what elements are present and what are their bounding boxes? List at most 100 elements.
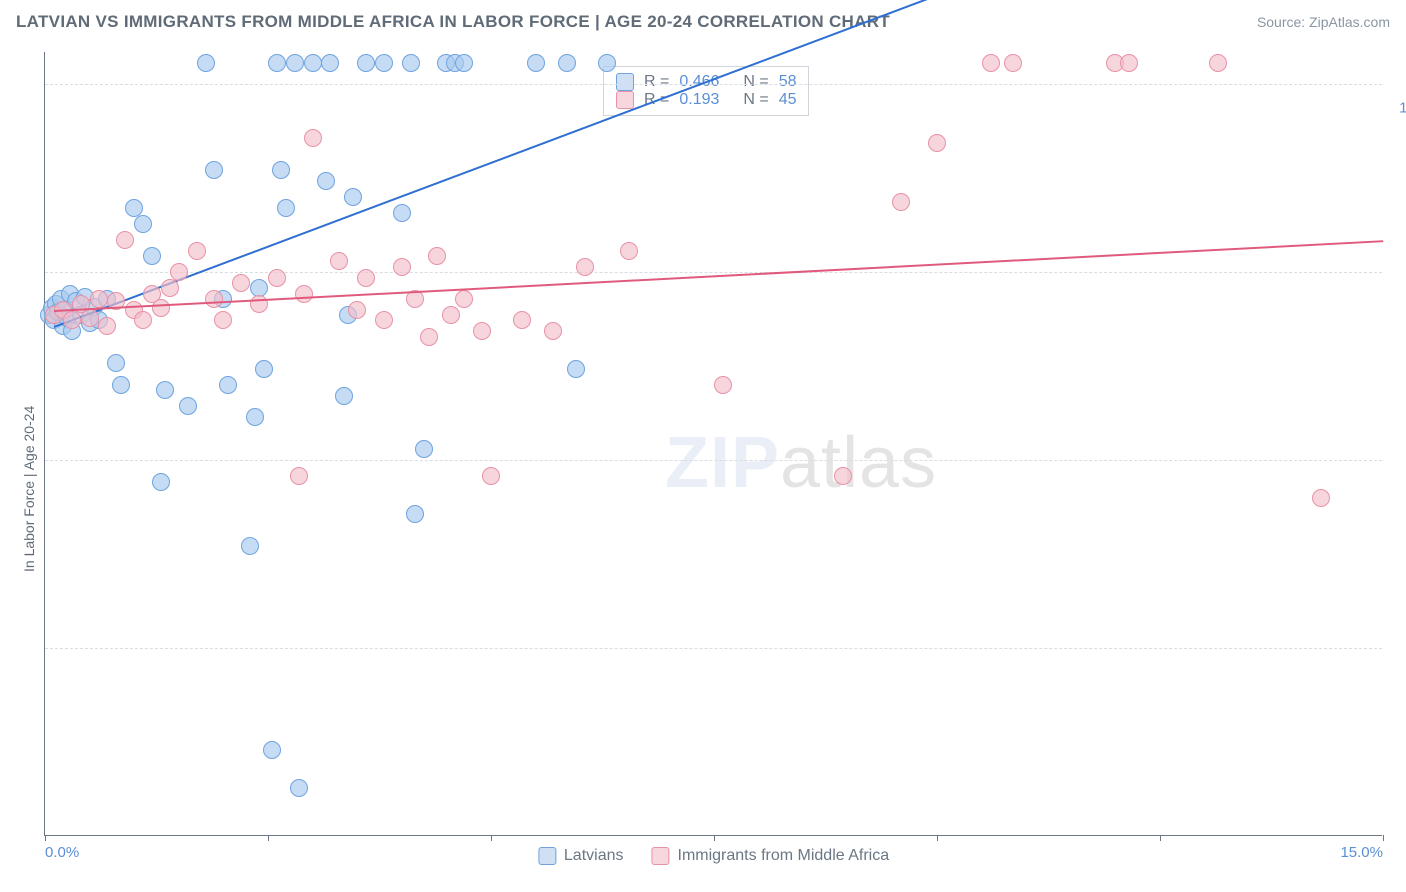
scatter-point-latvians (263, 741, 281, 759)
scatter-point-immigrants_ma (63, 311, 81, 329)
scatter-point-immigrants_ma (134, 311, 152, 329)
scatter-point-latvians (402, 54, 420, 72)
scatter-point-immigrants_ma (295, 285, 313, 303)
scatter-point-immigrants_ma (428, 247, 446, 265)
scatter-point-latvians (304, 54, 322, 72)
scatter-point-latvians (567, 360, 585, 378)
scatter-point-immigrants_ma (357, 269, 375, 287)
scatter-point-latvians (219, 376, 237, 394)
legend-series: Latvians Immigrants from Middle Africa (538, 847, 889, 865)
scatter-point-latvians (277, 199, 295, 217)
scatter-point-immigrants_ma (116, 231, 134, 249)
scatter-point-immigrants_ma (1209, 54, 1227, 72)
scatter-point-latvians (527, 54, 545, 72)
scatter-point-immigrants_ma (232, 274, 250, 292)
legend-series-item: Immigrants from Middle Africa (651, 847, 889, 865)
x-tick (714, 835, 715, 841)
scatter-point-immigrants_ma (473, 322, 491, 340)
trendline-latvians (54, 0, 956, 328)
x-tick (1383, 835, 1384, 841)
x-tick (45, 835, 46, 841)
chart-header: LATVIAN VS IMMIGRANTS FROM MIDDLE AFRICA… (0, 0, 1406, 44)
scatter-point-latvians (112, 376, 130, 394)
scatter-point-latvians (598, 54, 616, 72)
scatter-point-immigrants_ma (161, 279, 179, 297)
scatter-point-immigrants_ma (90, 290, 108, 308)
scatter-point-immigrants_ma (170, 263, 188, 281)
scatter-point-latvians (205, 161, 223, 179)
source-label: Source: ZipAtlas.com (1257, 14, 1390, 30)
legend-series-item: Latvians (538, 847, 624, 865)
scatter-point-immigrants_ma (1120, 54, 1138, 72)
scatter-point-latvians (344, 188, 362, 206)
x-tick (491, 835, 492, 841)
scatter-point-latvians (156, 381, 174, 399)
scatter-point-immigrants_ma (98, 317, 116, 335)
gridline-h (45, 84, 1382, 85)
scatter-point-immigrants_ma (834, 467, 852, 485)
scatter-point-immigrants_ma (513, 311, 531, 329)
watermark: ZIPatlas (665, 422, 937, 504)
scatter-point-latvians (152, 473, 170, 491)
plot-area: In Labor Force | Age 20-24 ZIPatlas R =0… (44, 52, 1382, 836)
scatter-point-immigrants_ma (928, 134, 946, 152)
scatter-point-immigrants_ma (1004, 54, 1022, 72)
x-tick-label: 0.0% (45, 844, 79, 861)
scatter-point-immigrants_ma (455, 290, 473, 308)
scatter-point-latvians (107, 354, 125, 372)
scatter-point-latvians (268, 54, 286, 72)
x-tick (1160, 835, 1161, 841)
y-tick-label: 100.0% (1399, 100, 1406, 117)
scatter-point-latvians (415, 440, 433, 458)
scatter-point-latvians (375, 54, 393, 72)
scatter-point-immigrants_ma (620, 242, 638, 260)
scatter-point-latvians (143, 247, 161, 265)
scatter-point-latvians (241, 537, 259, 555)
scatter-point-immigrants_ma (982, 54, 1000, 72)
scatter-point-immigrants_ma (348, 301, 366, 319)
scatter-point-immigrants_ma (214, 311, 232, 329)
scatter-point-immigrants_ma (152, 299, 170, 317)
scatter-point-immigrants_ma (290, 467, 308, 485)
scatter-point-latvians (393, 204, 411, 222)
chart-title: LATVIAN VS IMMIGRANTS FROM MIDDLE AFRICA… (16, 12, 890, 32)
scatter-point-latvians (321, 54, 339, 72)
scatter-point-immigrants_ma (304, 129, 322, 147)
scatter-point-latvians (134, 215, 152, 233)
scatter-point-immigrants_ma (81, 309, 99, 327)
scatter-point-latvians (455, 54, 473, 72)
scatter-point-latvians (246, 408, 264, 426)
scatter-point-immigrants_ma (393, 258, 411, 276)
scatter-point-immigrants_ma (330, 252, 348, 270)
scatter-point-immigrants_ma (714, 376, 732, 394)
gridline-h (45, 272, 1382, 273)
scatter-point-immigrants_ma (375, 311, 393, 329)
x-tick (937, 835, 938, 841)
scatter-point-immigrants_ma (576, 258, 594, 276)
scatter-point-immigrants_ma (188, 242, 206, 260)
scatter-point-immigrants_ma (268, 269, 286, 287)
scatter-point-latvians (558, 54, 576, 72)
scatter-point-latvians (290, 779, 308, 797)
scatter-point-latvians (286, 54, 304, 72)
scatter-point-immigrants_ma (205, 290, 223, 308)
x-tick (268, 835, 269, 841)
scatter-point-latvians (197, 54, 215, 72)
scatter-point-latvians (357, 54, 375, 72)
scatter-point-immigrants_ma (442, 306, 460, 324)
scatter-point-latvians (335, 387, 353, 405)
gridline-h (45, 460, 1382, 461)
scatter-point-latvians (255, 360, 273, 378)
scatter-point-latvians (179, 397, 197, 415)
scatter-point-immigrants_ma (482, 467, 500, 485)
scatter-point-immigrants_ma (892, 193, 910, 211)
scatter-point-immigrants_ma (544, 322, 562, 340)
scatter-point-immigrants_ma (1312, 489, 1330, 507)
x-tick-label: 15.0% (1340, 844, 1383, 861)
scatter-point-latvians (317, 172, 335, 190)
scatter-point-latvians (272, 161, 290, 179)
scatter-point-latvians (406, 505, 424, 523)
scatter-point-immigrants_ma (420, 328, 438, 346)
y-axis-label: In Labor Force | Age 20-24 (21, 406, 37, 572)
gridline-h (45, 648, 1382, 649)
